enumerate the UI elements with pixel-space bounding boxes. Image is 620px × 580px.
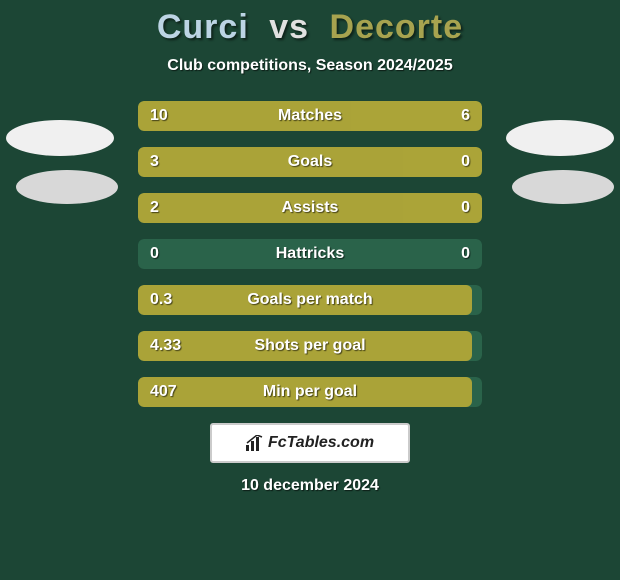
player2-name: Decorte xyxy=(330,8,464,46)
stat-label: Shots per goal xyxy=(138,331,482,361)
stat-row: 10Matches6 xyxy=(138,101,482,131)
stat-value-right: 0 xyxy=(461,147,470,177)
page-title: Curci vs Decorte xyxy=(0,8,620,47)
player1-avatar-bottom xyxy=(16,170,118,204)
stat-value-right: 0 xyxy=(461,239,470,269)
stat-bars: 10Matches63Goals02Assists00Hattricks00.3… xyxy=(138,101,482,407)
stat-label: Min per goal xyxy=(138,377,482,407)
stat-row: 4.33Shots per goal xyxy=(138,331,482,361)
comparison-infographic: Curci vs Decorte Club competitions, Seas… xyxy=(0,0,620,580)
brand-text: FcTables.com xyxy=(268,434,374,452)
player1-name: Curci xyxy=(157,8,249,46)
stat-label: Goals xyxy=(138,147,482,177)
brand-box: FcTables.com xyxy=(210,423,410,463)
bar-chart-icon xyxy=(246,435,264,451)
stat-label: Goals per match xyxy=(138,285,482,315)
stat-row: 3Goals0 xyxy=(138,147,482,177)
player2-avatar-bottom xyxy=(512,170,614,204)
stat-row: 2Assists0 xyxy=(138,193,482,223)
stat-label: Assists xyxy=(138,193,482,223)
stat-label: Matches xyxy=(138,101,482,131)
stat-value-right: 6 xyxy=(461,101,470,131)
player2-avatar-top xyxy=(506,120,614,156)
subtitle: Club competitions, Season 2024/2025 xyxy=(0,57,620,75)
date-text: 10 december 2024 xyxy=(0,477,620,495)
stat-row: 407Min per goal xyxy=(138,377,482,407)
title-vs: vs xyxy=(269,8,309,46)
stat-value-right: 0 xyxy=(461,193,470,223)
stat-label: Hattricks xyxy=(138,239,482,269)
player1-avatar-top xyxy=(6,120,114,156)
stat-row: 0Hattricks0 xyxy=(138,239,482,269)
stat-row: 0.3Goals per match xyxy=(138,285,482,315)
